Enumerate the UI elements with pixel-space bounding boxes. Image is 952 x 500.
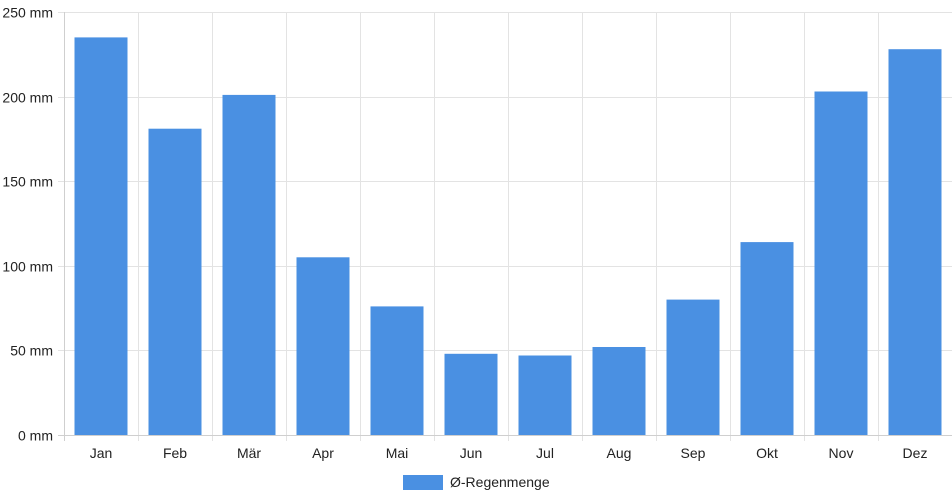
legend[interactable]: Ø-Regenmenge [403,474,550,490]
bar-aug[interactable] [592,347,646,435]
y-tick-label: 250 mm [2,5,53,21]
x-tick-label: Mär [237,445,261,461]
x-axis-tick-labels: Jan Feb Mär Apr Mai Jun Jul Aug Sep Okt Nov Dez [90,445,928,461]
y-tick-label: 100 mm [2,259,53,275]
x-tick-label: Dez [903,445,928,461]
bar-jan[interactable] [74,37,128,436]
y-tick-label: 50 mm [10,343,53,359]
bar-dez[interactable] [888,49,942,435]
y-tick-label: 150 mm [2,174,53,190]
legend-swatch [403,475,443,490]
x-tick-label: Mai [386,445,409,461]
y-tick-label: 0 mm [18,428,53,444]
y-tick-label: 200 mm [2,90,53,106]
bar-mai[interactable] [370,306,424,435]
bar-okt[interactable] [740,242,794,435]
x-tick-label: Jan [90,445,113,461]
y-axis-tick-labels: 0 mm 50 mm 100 mm 150 mm 200 mm 250 mm [2,5,53,444]
x-tick-label: Jun [460,445,483,461]
bar-feb[interactable] [148,128,202,435]
x-tick-label: Feb [163,445,187,461]
bar-jun[interactable] [444,353,498,435]
bar-mär[interactable] [222,94,276,436]
x-tick-label: Jul [536,445,554,461]
axes [58,12,952,441]
bar-nov[interactable] [814,91,868,436]
legend-label: Ø-Regenmenge [450,474,550,490]
bar-sep[interactable] [666,299,720,435]
grid-lines [58,12,952,441]
x-tick-label: Okt [756,445,778,461]
bar-apr[interactable] [296,257,350,435]
bars [74,37,942,436]
x-tick-label: Sep [681,445,706,461]
x-tick-label: Aug [607,445,632,461]
bar-jul[interactable] [518,355,572,436]
x-tick-label: Apr [312,445,334,461]
x-tick-label: Nov [829,445,854,461]
